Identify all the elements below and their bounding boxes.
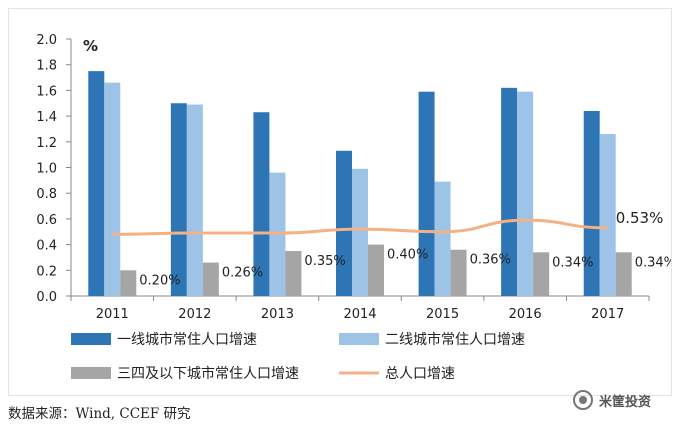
watermark: 米筐投资 (572, 390, 651, 410)
bar (615, 252, 632, 296)
y-tick-label: 1.0 (36, 162, 57, 177)
bar (517, 91, 534, 296)
bar (599, 134, 616, 296)
y-tick-label: 1.8 (36, 59, 57, 74)
unit-label: % (83, 37, 98, 55)
bar (253, 112, 270, 297)
x-tick-label: 2015 (426, 307, 459, 322)
chart-frame: 0.0 0.2 0.4 0.6 0.8 1.0 1.2 1.4 1.6 1.8 2.0% 2011 20… (8, 8, 676, 396)
y-tick-label: 1.6 (36, 84, 57, 99)
data-label: 0.36% (470, 253, 511, 268)
data-label: 0.34% (635, 255, 671, 270)
legend-swatch (71, 367, 111, 379)
bar (88, 71, 105, 296)
x-tick-label: 2016 (509, 307, 542, 322)
x-tick-label: 2017 (591, 307, 624, 322)
total-line-label: 0.53% (616, 209, 664, 227)
bar (352, 168, 368, 296)
legend-label: 一线城市常住人口增速 (117, 331, 257, 348)
y-tick-label: 0.2 (36, 264, 57, 279)
y-tick-label: 1.2 (36, 136, 57, 151)
y-tick-label: 1.4 (36, 110, 57, 125)
legend-swatch (71, 333, 111, 345)
data-label: 0.26% (222, 266, 263, 281)
wechat-logo-icon (572, 390, 593, 410)
legend-label: 三四及以下城市常住人口增速 (117, 365, 299, 382)
legend-label: 总人口增速 (385, 366, 455, 382)
legend-label: 二线城市常住人口增速 (385, 331, 525, 348)
bar (418, 91, 435, 296)
data-label: 0.40% (387, 248, 428, 263)
bar (434, 181, 451, 296)
bar (368, 244, 384, 296)
source-note: 数据来源：Wind, CCEF 研究 (8, 406, 191, 422)
legend-swatch (339, 333, 379, 345)
y-tick-label: 2.0 (36, 33, 57, 48)
data-label: 0.35% (304, 254, 345, 269)
watermark-text: 米筐投资 (598, 394, 651, 410)
bar (170, 103, 187, 296)
x-tick-label: 2011 (96, 307, 129, 322)
x-tick-label: 2013 (261, 307, 294, 322)
data-label: 0.20% (139, 273, 180, 288)
x-tick-label: 2012 (178, 307, 211, 322)
y-tick-label: 0.8 (36, 187, 57, 202)
bar (120, 270, 137, 296)
bar (104, 82, 121, 296)
total-line (112, 218, 608, 236)
y-tick-label: 0.0 (36, 290, 57, 305)
x-tick-label: 2014 (343, 307, 376, 322)
bar (501, 87, 518, 296)
y-tick-label: 0.4 (36, 239, 57, 254)
bar (336, 150, 352, 296)
bar (533, 252, 550, 296)
bar (186, 104, 203, 296)
bar (583, 110, 600, 297)
y-tick-label: 0.6 (36, 213, 57, 228)
data-label: 0.34% (552, 255, 593, 270)
bar-line-chart: 0.0 0.2 0.4 0.6 0.8 1.0 1.2 1.4 1.6 1.8 2.0 % 2011 20… (36, 33, 676, 382)
bar (285, 251, 302, 296)
bar (450, 249, 467, 296)
bar (202, 262, 219, 296)
